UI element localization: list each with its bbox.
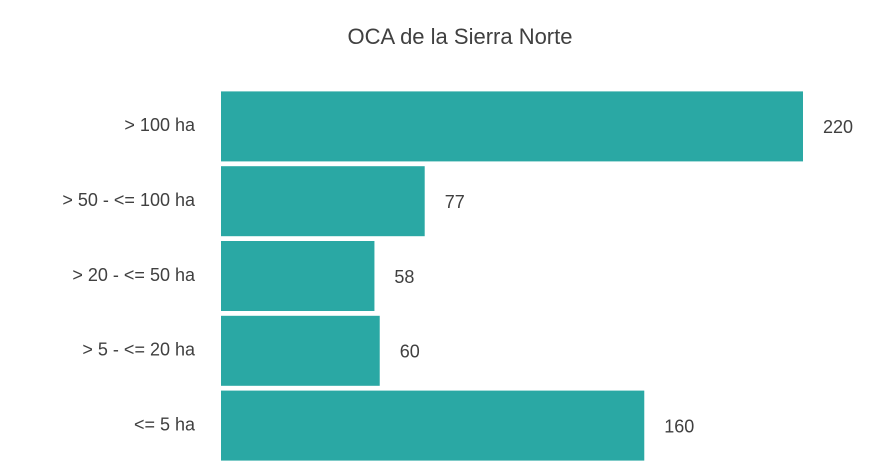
- value-label: 220: [823, 117, 853, 137]
- chart-title: OCA de la Sierra Norte: [348, 24, 573, 49]
- y-tick-label: > 5 - <= 20 ha: [82, 340, 196, 360]
- bar: [221, 91, 803, 162]
- value-label: 77: [445, 192, 465, 212]
- bar: [221, 315, 380, 386]
- bar: [221, 390, 645, 461]
- y-tick-label: <= 5 ha: [134, 414, 196, 434]
- value-label: 160: [664, 416, 694, 436]
- bar: [221, 166, 425, 237]
- y-tick-label: > 20 - <= 50 ha: [72, 265, 196, 285]
- y-tick-label: > 50 - <= 100 ha: [62, 190, 196, 210]
- value-label: 60: [400, 342, 420, 362]
- bar: [221, 241, 375, 311]
- y-tick-label: > 100 ha: [124, 115, 196, 135]
- value-label: 58: [394, 267, 414, 287]
